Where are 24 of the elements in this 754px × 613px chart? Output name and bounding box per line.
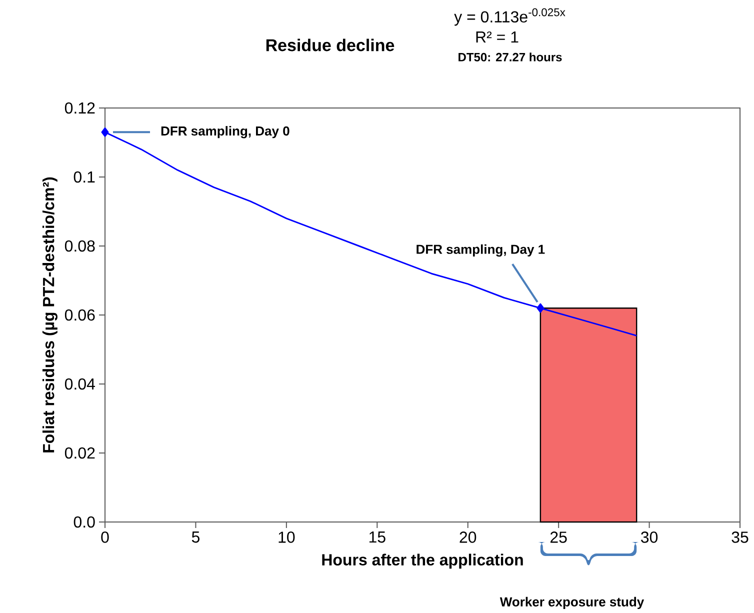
x-tick-label: 0: [101, 532, 109, 543]
x-tick-label: 25: [550, 532, 567, 543]
x-tick-label: 10: [278, 532, 295, 543]
y-tick-label: 0.1: [74, 171, 95, 183]
x-tick-label: 20: [460, 532, 476, 543]
text: Worker exposure study: [500, 596, 644, 610]
x-tick-label: 15: [369, 532, 386, 543]
y-tick-label: 0.08: [64, 240, 95, 252]
text: R² = 1: [476, 31, 518, 43]
annotation: DFR sampling, Day 1: [416, 244, 545, 257]
annotation: DFR sampling, Day 0: [161, 126, 290, 138]
text: DT50: 27.27 hours: [458, 52, 562, 62]
text: y = 0.113e$^{-0.025x}$: [454, 8, 566, 26]
x-axis-title: Hours after the application: [322, 554, 523, 569]
y-tick-label: 0.02: [64, 447, 95, 459]
y-tick-label: 0.04: [64, 378, 95, 390]
chart-title: Residue decline: [266, 38, 394, 52]
y-axis-title: Foliat residues (µg PTZ-desthio/cm²): [42, 177, 58, 452]
y-tick-label: 0.06: [64, 309, 95, 321]
x-tick-label: 35: [732, 532, 748, 543]
y-tick-label: 0.12: [64, 102, 95, 114]
x-tick-label: 5: [192, 532, 200, 543]
y-tick-label: 0.0: [74, 516, 95, 528]
x-tick-label: 30: [641, 532, 658, 543]
